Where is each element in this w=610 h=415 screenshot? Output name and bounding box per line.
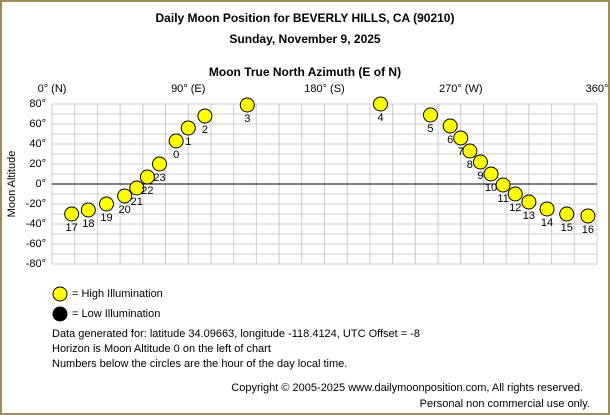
hour-label: 1 [185, 136, 191, 148]
legend-label: = High Illumination [72, 288, 163, 300]
legend-marker [52, 306, 68, 322]
hour-label: 21 [131, 196, 143, 208]
hour-label: 4 [377, 112, 383, 124]
moon-point [197, 108, 213, 124]
moon-point [129, 180, 145, 196]
hour-label: 15 [561, 222, 573, 234]
moon-point [559, 206, 575, 222]
x-tick-label: 90° (E) [171, 83, 205, 95]
moon-point [168, 133, 184, 149]
moon-point [99, 196, 114, 212]
hour-label: 7 [458, 146, 464, 158]
moon-point [507, 186, 523, 202]
x-axis-title: Moon True North Azimuth (E of N) [209, 65, 401, 79]
x-tick-label: 180° (S) [304, 83, 344, 95]
y-axis-title: Moon Altitude [6, 151, 18, 218]
hour-label: 22 [141, 185, 153, 197]
y-tick-label: -60° [26, 238, 46, 250]
hour-label: 5 [427, 123, 433, 135]
hour-label: 8 [467, 159, 473, 171]
moon-point [80, 202, 96, 218]
hour-label: 3 [244, 113, 250, 125]
y-tick-label: -40° [26, 218, 46, 230]
y-tick-label: 40° [29, 138, 46, 150]
note: Numbers below the circles are the hour o… [52, 358, 347, 370]
moon-point [472, 154, 488, 170]
chart-title: Daily Moon Position for BEVERLY HILLS, C… [156, 11, 455, 25]
y-tick-label: 80° [29, 98, 46, 110]
y-tick-label: -80° [26, 258, 46, 270]
y-tick-label: 60° [29, 118, 46, 130]
hour-label: 19 [100, 212, 112, 224]
x-tick-label: 0° (N) [38, 83, 67, 95]
hour-label: 10 [485, 182, 497, 194]
hour-label: 12 [509, 202, 521, 214]
hour-label: 17 [66, 222, 78, 234]
moon-point [580, 208, 596, 224]
hour-label: 18 [82, 218, 94, 230]
copyright: Copyright © 2005-2025 www.dailymoonposit… [231, 382, 583, 394]
hour-label: 16 [582, 224, 594, 236]
moon-point [483, 166, 499, 182]
note: Horizon is Moon Altitude 0 on the left o… [52, 343, 271, 355]
moon-point [462, 143, 478, 159]
hour-label: 13 [523, 210, 535, 222]
hour-label: 2 [202, 124, 208, 136]
moon-point [495, 177, 511, 193]
hour-label: 20 [119, 204, 131, 216]
chart-subtitle: Sunday, November 9, 2025 [229, 32, 381, 46]
x-tick-label: 270° (W) [439, 83, 483, 95]
hour-label: 6 [447, 134, 453, 146]
legend-label: = Low Illumination [72, 308, 160, 320]
moon-point [442, 118, 458, 134]
moon-point [521, 194, 537, 210]
moon-point [139, 169, 155, 185]
hour-label: 9 [477, 170, 483, 182]
moon-point [539, 201, 555, 217]
moon-point [239, 97, 255, 113]
y-tick-label: 0° [35, 178, 46, 190]
copyright: Personal non commercial use only. [420, 398, 590, 410]
moon-point [453, 130, 469, 146]
moon-point [151, 156, 167, 172]
hour-label: 0 [173, 149, 179, 161]
hour-label: 23 [153, 172, 165, 184]
hour-label: 11 [497, 193, 508, 205]
moon-point [64, 206, 80, 222]
y-tick-label: -20° [26, 198, 46, 210]
legend-marker [52, 286, 68, 302]
x-tick-label: 360° [586, 83, 609, 95]
note: Data generated for: latitude 34.09663, l… [52, 328, 420, 340]
moon-point [180, 120, 196, 136]
moon-point [422, 107, 438, 123]
moon-point [373, 96, 389, 112]
y-tick-label: 20° [29, 158, 46, 170]
moon-point [117, 188, 133, 204]
hour-label: 14 [541, 217, 553, 229]
